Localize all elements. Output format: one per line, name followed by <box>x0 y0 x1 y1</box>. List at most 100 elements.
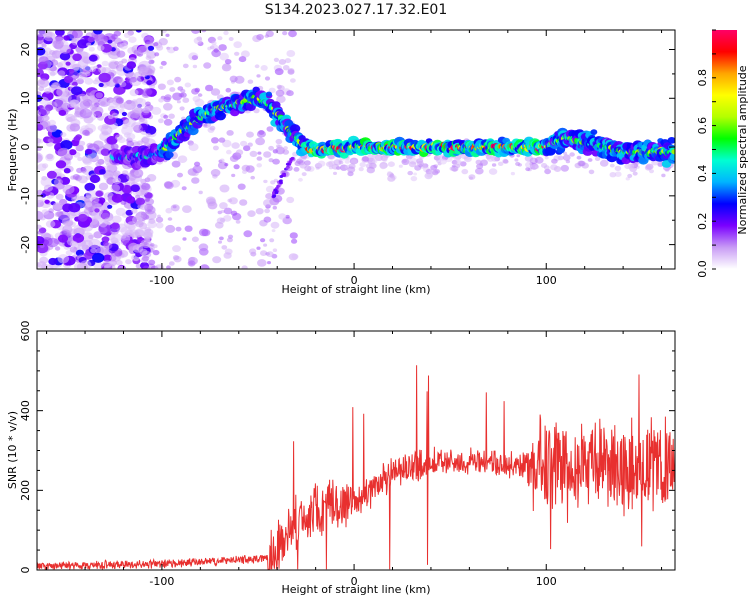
spectrogram-cell <box>278 59 287 65</box>
spectrogram-cell <box>497 161 504 166</box>
spectrogram-cell <box>90 247 97 254</box>
spectrogram-cell <box>256 246 261 250</box>
spectrogram-cell <box>98 72 111 83</box>
spectrogram-cell <box>560 164 569 172</box>
spectrogram-cell <box>290 156 295 160</box>
spectrogram-cell <box>282 174 287 177</box>
spectrogram-cell <box>49 71 56 77</box>
spectrogram-cell <box>178 92 185 98</box>
colorbar-tick-label: 0.2 <box>696 212 709 230</box>
spectrogram-cell <box>278 213 287 220</box>
spectrogram-cell <box>155 222 164 229</box>
spectrogram-cell <box>285 166 290 170</box>
spectrogram-cell <box>93 30 103 35</box>
spectrogram-cell <box>627 173 633 178</box>
spectrogram-cell <box>39 107 51 116</box>
spectrogram-cell <box>155 216 164 223</box>
spectrogram-cell <box>220 209 225 214</box>
spectrogram-cell <box>245 165 255 173</box>
spectrogram-cell <box>290 78 296 83</box>
spectrogram-cell <box>215 221 224 229</box>
spectrogram-cell <box>206 198 217 207</box>
y-tick-label: 200 <box>19 480 32 501</box>
spectrogram-cell <box>145 101 151 107</box>
spectrogram-cell <box>218 137 226 143</box>
spectrogram-cell <box>148 59 155 65</box>
spectrogram-cell <box>256 130 266 138</box>
spectrogram-cell <box>486 156 495 162</box>
spectrogram-cell <box>657 162 664 167</box>
y-tick-label: -10 <box>19 187 32 205</box>
spectrogram-cell <box>106 135 118 145</box>
x-tick-label: 0 <box>351 274 358 287</box>
spectrogram-cell <box>152 249 160 256</box>
spectrogram-cell <box>157 83 166 90</box>
spectrogram-cell <box>632 171 638 176</box>
spectrogram-cell <box>147 45 155 51</box>
spectrogram-cell <box>69 240 78 247</box>
spectrogram-cell <box>328 160 336 167</box>
spectrogram-cell <box>55 30 65 37</box>
spectrogram-cell <box>78 213 88 222</box>
spectrogram-cell <box>57 147 70 158</box>
spectrogram-cell <box>135 220 144 228</box>
spectrogram-cell <box>255 137 265 146</box>
spectrogram-cell <box>110 143 119 150</box>
spectrogram-cell <box>201 30 207 33</box>
spectrogram-cell <box>145 88 153 95</box>
spectrogram-cell <box>55 193 64 200</box>
spectrogram-cell <box>413 172 417 176</box>
spectrogram-cell <box>153 244 158 248</box>
spectrogram-cell <box>267 261 271 265</box>
spectrogram-cell <box>46 237 59 248</box>
spectrogram-cell <box>256 74 261 78</box>
spectrogram-cell <box>37 36 44 45</box>
spectrogram-cell <box>126 61 137 69</box>
spectrogram-cell <box>74 262 85 269</box>
spectrogram-cell <box>147 220 157 229</box>
spectrogram-cell <box>80 167 87 173</box>
spectrogram-cell <box>192 64 198 69</box>
spectrogram-cell <box>455 160 463 166</box>
spectrogram-cell <box>117 136 126 144</box>
spectrogram-cell <box>120 103 126 108</box>
spectrogram-cell <box>240 50 250 58</box>
spectrogram-cell <box>111 112 119 119</box>
spectrogram-cell <box>362 156 369 162</box>
spectrogram-cell <box>138 66 149 75</box>
spectrogram-cell <box>590 129 598 135</box>
snr-series-line <box>37 365 675 570</box>
spectrogram-cell <box>60 140 73 150</box>
spectrogram-cell <box>146 69 155 76</box>
spectrogram-cell <box>491 163 497 167</box>
spectrogram-cell <box>78 140 86 147</box>
spectrogram-cell <box>263 151 272 158</box>
spectrogram-cell <box>149 84 156 89</box>
spectrogram-cell <box>226 149 232 155</box>
spectrogram-cell <box>247 79 254 84</box>
spectrogram-cell <box>625 177 630 181</box>
spectrogram-cell <box>136 97 144 104</box>
spectrogram-cell <box>43 31 56 42</box>
spectrogram-cell <box>333 171 337 175</box>
spectrogram-cell <box>182 237 187 241</box>
spectrogram-cell <box>141 211 146 216</box>
spectrogram-cell <box>163 114 169 119</box>
spectrogram-cell <box>71 86 83 96</box>
y-tick-label: 0 <box>19 567 32 574</box>
spectrogram-cell <box>257 151 262 155</box>
snr-x-axis: -100 0 100 <box>46 331 663 588</box>
spectrogram-cell <box>609 172 617 178</box>
spectrogram-cell <box>194 161 201 167</box>
spectrogram-cell <box>525 161 533 168</box>
x-tick-label: 100 <box>536 575 557 588</box>
spectrogram-cell <box>86 42 92 47</box>
x-tick-label: -100 <box>149 575 174 588</box>
spectrogram-cell <box>260 238 266 243</box>
spectrogram-cell <box>218 44 227 51</box>
spectrogram-image <box>37 30 675 269</box>
spectrogram-cell <box>165 207 173 214</box>
spectrogram-cell <box>359 162 366 168</box>
spectrogram-cell <box>156 44 164 51</box>
spectrogram-cell <box>301 172 307 177</box>
